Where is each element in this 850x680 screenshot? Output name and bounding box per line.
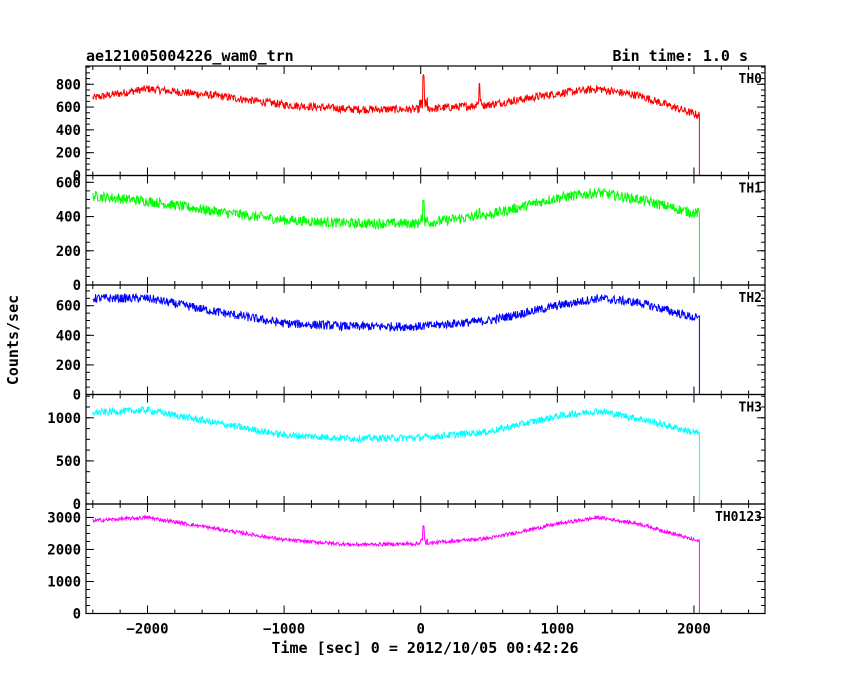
series-line-th2 (92, 292, 749, 395)
panel-frame (85, 174, 766, 286)
y-tick-label: 800 (56, 77, 81, 93)
y-tick-label: 3000 (47, 510, 81, 526)
y-tick-label: 2000 (47, 542, 81, 558)
y-tick-label: 600 (56, 299, 81, 315)
x-tick-label: −1000 (263, 622, 305, 638)
x-axis-label: Time [sec] 0 = 2012/10/05 00:42:26 (271, 639, 578, 657)
panel-th0123: 0 1000 2000 3000 TH0123 −2000 −1000 0 1000 2000 (47, 503, 766, 638)
panel-th0: 0 200 400 600 800 TH0 (56, 65, 766, 185)
panel-label: TH0123 (715, 510, 762, 525)
panel-frame (85, 393, 766, 505)
panel-th1: 0 200 400 600 TH1 (56, 174, 766, 294)
panel-frame (85, 503, 766, 615)
y-tick-label: 500 (56, 454, 81, 470)
y-tick-label: 200 (56, 146, 81, 162)
y-axis-label: Counts/sec (4, 295, 22, 385)
x-tick-label: 2000 (677, 622, 711, 638)
y-tick-label: 600 (56, 100, 81, 116)
panels-group: 0 200 400 600 800 TH0 0 200 400 600 TH1 0 200 400 600 T… (47, 65, 766, 638)
chart-title-left: ae121005004226_wam0_trn (86, 47, 294, 65)
panel-th2: 0 200 400 600 TH2 (56, 284, 766, 404)
y-tick-label: 600 (56, 175, 81, 191)
panel-label: TH2 (739, 291, 762, 306)
y-tick-label: 0 (73, 388, 81, 404)
y-tick-label: 400 (56, 210, 81, 226)
y-tick-label: 1000 (47, 574, 81, 590)
series-line-th3 (92, 405, 749, 505)
panel-th3: 0 500 1000 TH3 (47, 393, 766, 513)
panel-label: TH1 (739, 182, 763, 197)
panel-label: TH3 (739, 401, 762, 416)
series-line-th1 (92, 186, 749, 286)
y-tick-label: 0 (73, 278, 81, 294)
chart-title-right: Bin time: 1.0 s (613, 47, 748, 65)
panel-frame (85, 284, 766, 396)
series-line-th0123 (92, 514, 749, 614)
x-tick-label: 1000 (540, 622, 574, 638)
y-tick-label: 200 (56, 358, 81, 374)
y-tick-label: 0 (73, 169, 81, 185)
y-tick-label: 0 (73, 497, 81, 513)
series-line-th0 (92, 74, 749, 176)
panel-frame (85, 65, 766, 177)
y-tick-label: 1000 (47, 411, 81, 427)
y-tick-label: 400 (56, 328, 81, 344)
x-tick-label: 0 (416, 622, 424, 638)
panel-label: TH0 (739, 72, 763, 87)
y-tick-label: 200 (56, 244, 81, 260)
y-tick-label: 400 (56, 123, 81, 139)
x-tick-label: −2000 (126, 622, 168, 638)
y-tick-label: 0 (73, 607, 81, 623)
